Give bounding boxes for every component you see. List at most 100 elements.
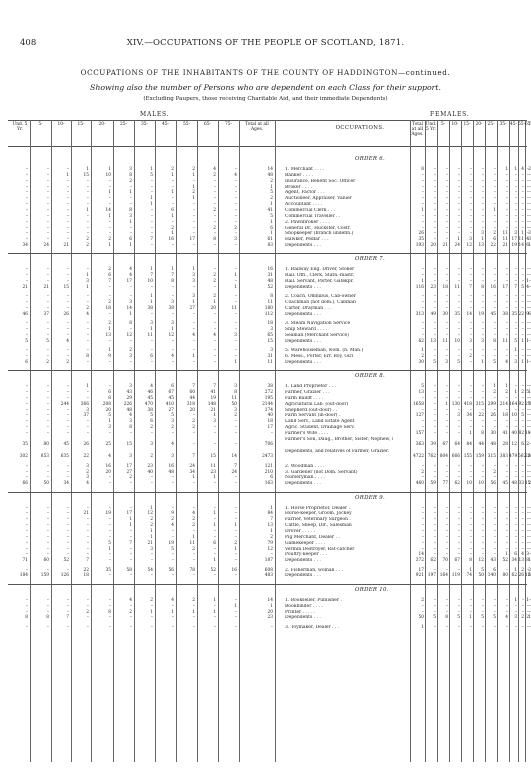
female-count: – [457,231,460,237]
female-count: 13 [518,558,524,564]
female-count: – [528,511,531,517]
female-count: 3 [445,359,448,365]
female-count: 4 [505,359,508,365]
female-count: – [521,267,524,273]
female-count: 1 [528,615,531,621]
female-count: – [481,219,484,225]
female-count: – [433,603,436,609]
male-count: – [192,207,195,213]
male-count: 34 [189,469,195,475]
male-count: 3 [150,321,153,327]
column-divider [473,120,474,762]
female-count: – [433,219,436,225]
male-count: 19 [210,395,216,401]
female-count: – [481,332,484,338]
male-count: 3 [129,453,132,459]
female-count: – [421,523,424,529]
male-count: 1 [129,243,132,249]
male-count: – [108,284,111,290]
female-count: – [421,534,424,540]
male-count: 19 [168,540,174,546]
male-count: – [66,202,69,208]
occupation-label: Dependents . . . [285,615,321,621]
male-count: – [86,359,89,365]
male-count: – [171,196,174,202]
male-count: 2 [86,609,89,615]
female-count: – [433,463,436,469]
male-count: – [192,213,195,219]
female-count: – [481,196,484,202]
male-count: 18 [83,573,89,579]
female-count: – [521,534,524,540]
male-count: 208 [102,401,111,407]
male-count: – [46,469,49,475]
female-count: – [514,332,517,338]
male-count: 2 [213,279,216,285]
male-count: 14 [105,207,111,213]
female-count: – [493,321,496,327]
male-count: – [213,284,216,290]
male-count: 2 [129,609,132,615]
male-count: 5 [270,213,273,219]
female-count: 193 [415,243,424,249]
female-count: 8 [469,558,472,564]
male-count: 1 [129,190,132,196]
female-count: 44 [478,442,484,447]
male-count: – [234,534,237,540]
female-count: – [528,219,531,225]
female-count: – [505,172,508,178]
male-count: – [25,213,28,219]
male-count: 8 [108,609,111,615]
female-count: – [481,534,484,540]
female-count: – [493,190,496,196]
male-count: – [25,395,28,401]
column-divider [461,120,462,762]
male-count: 25 [105,442,111,447]
female-count: – [514,267,517,273]
male-count: 7 [66,615,69,621]
male-count: 2 [171,425,174,431]
header-rule-top [8,120,527,121]
female-count: – [469,419,472,425]
female-count: – [528,529,531,534]
female-count: – [505,534,508,540]
female-count: – [457,202,460,208]
column-divider [218,120,219,762]
male-count: 1 [129,523,132,529]
female-count: – [481,540,484,546]
male-count: – [192,442,195,447]
male-count: – [46,534,49,540]
male-count: – [66,511,69,517]
female-count: 5 [433,359,436,365]
male-count: – [129,338,132,344]
male-count: – [25,529,28,534]
male-count: – [192,615,195,621]
male-count: 2 [270,178,273,184]
column-divider [134,120,135,762]
male-count: 1 [270,202,273,208]
male-count: 4 [66,338,69,344]
male-count: 22 [83,453,89,459]
female-count: – [514,327,517,333]
male-count: – [192,603,195,609]
female-count: – [469,184,472,190]
male-count: – [66,332,69,338]
female-count: – [505,279,508,285]
male-count: – [171,552,174,558]
female-count: 140 [487,573,496,579]
female-count: – [457,306,460,311]
male-count: – [25,517,28,523]
female-count: – [445,567,448,573]
female-count: – [421,407,424,413]
section-rule [8,370,527,372]
male-count: 2 [150,597,153,603]
male-count: – [66,597,69,603]
male-count: – [192,219,195,225]
female-count: – [526,332,529,338]
column-divider [410,120,411,762]
female-count: – [481,273,484,279]
female-count: – [526,624,529,630]
female-count: – [445,390,448,395]
female-count: – [521,207,524,213]
male-count: 48 [126,407,132,413]
